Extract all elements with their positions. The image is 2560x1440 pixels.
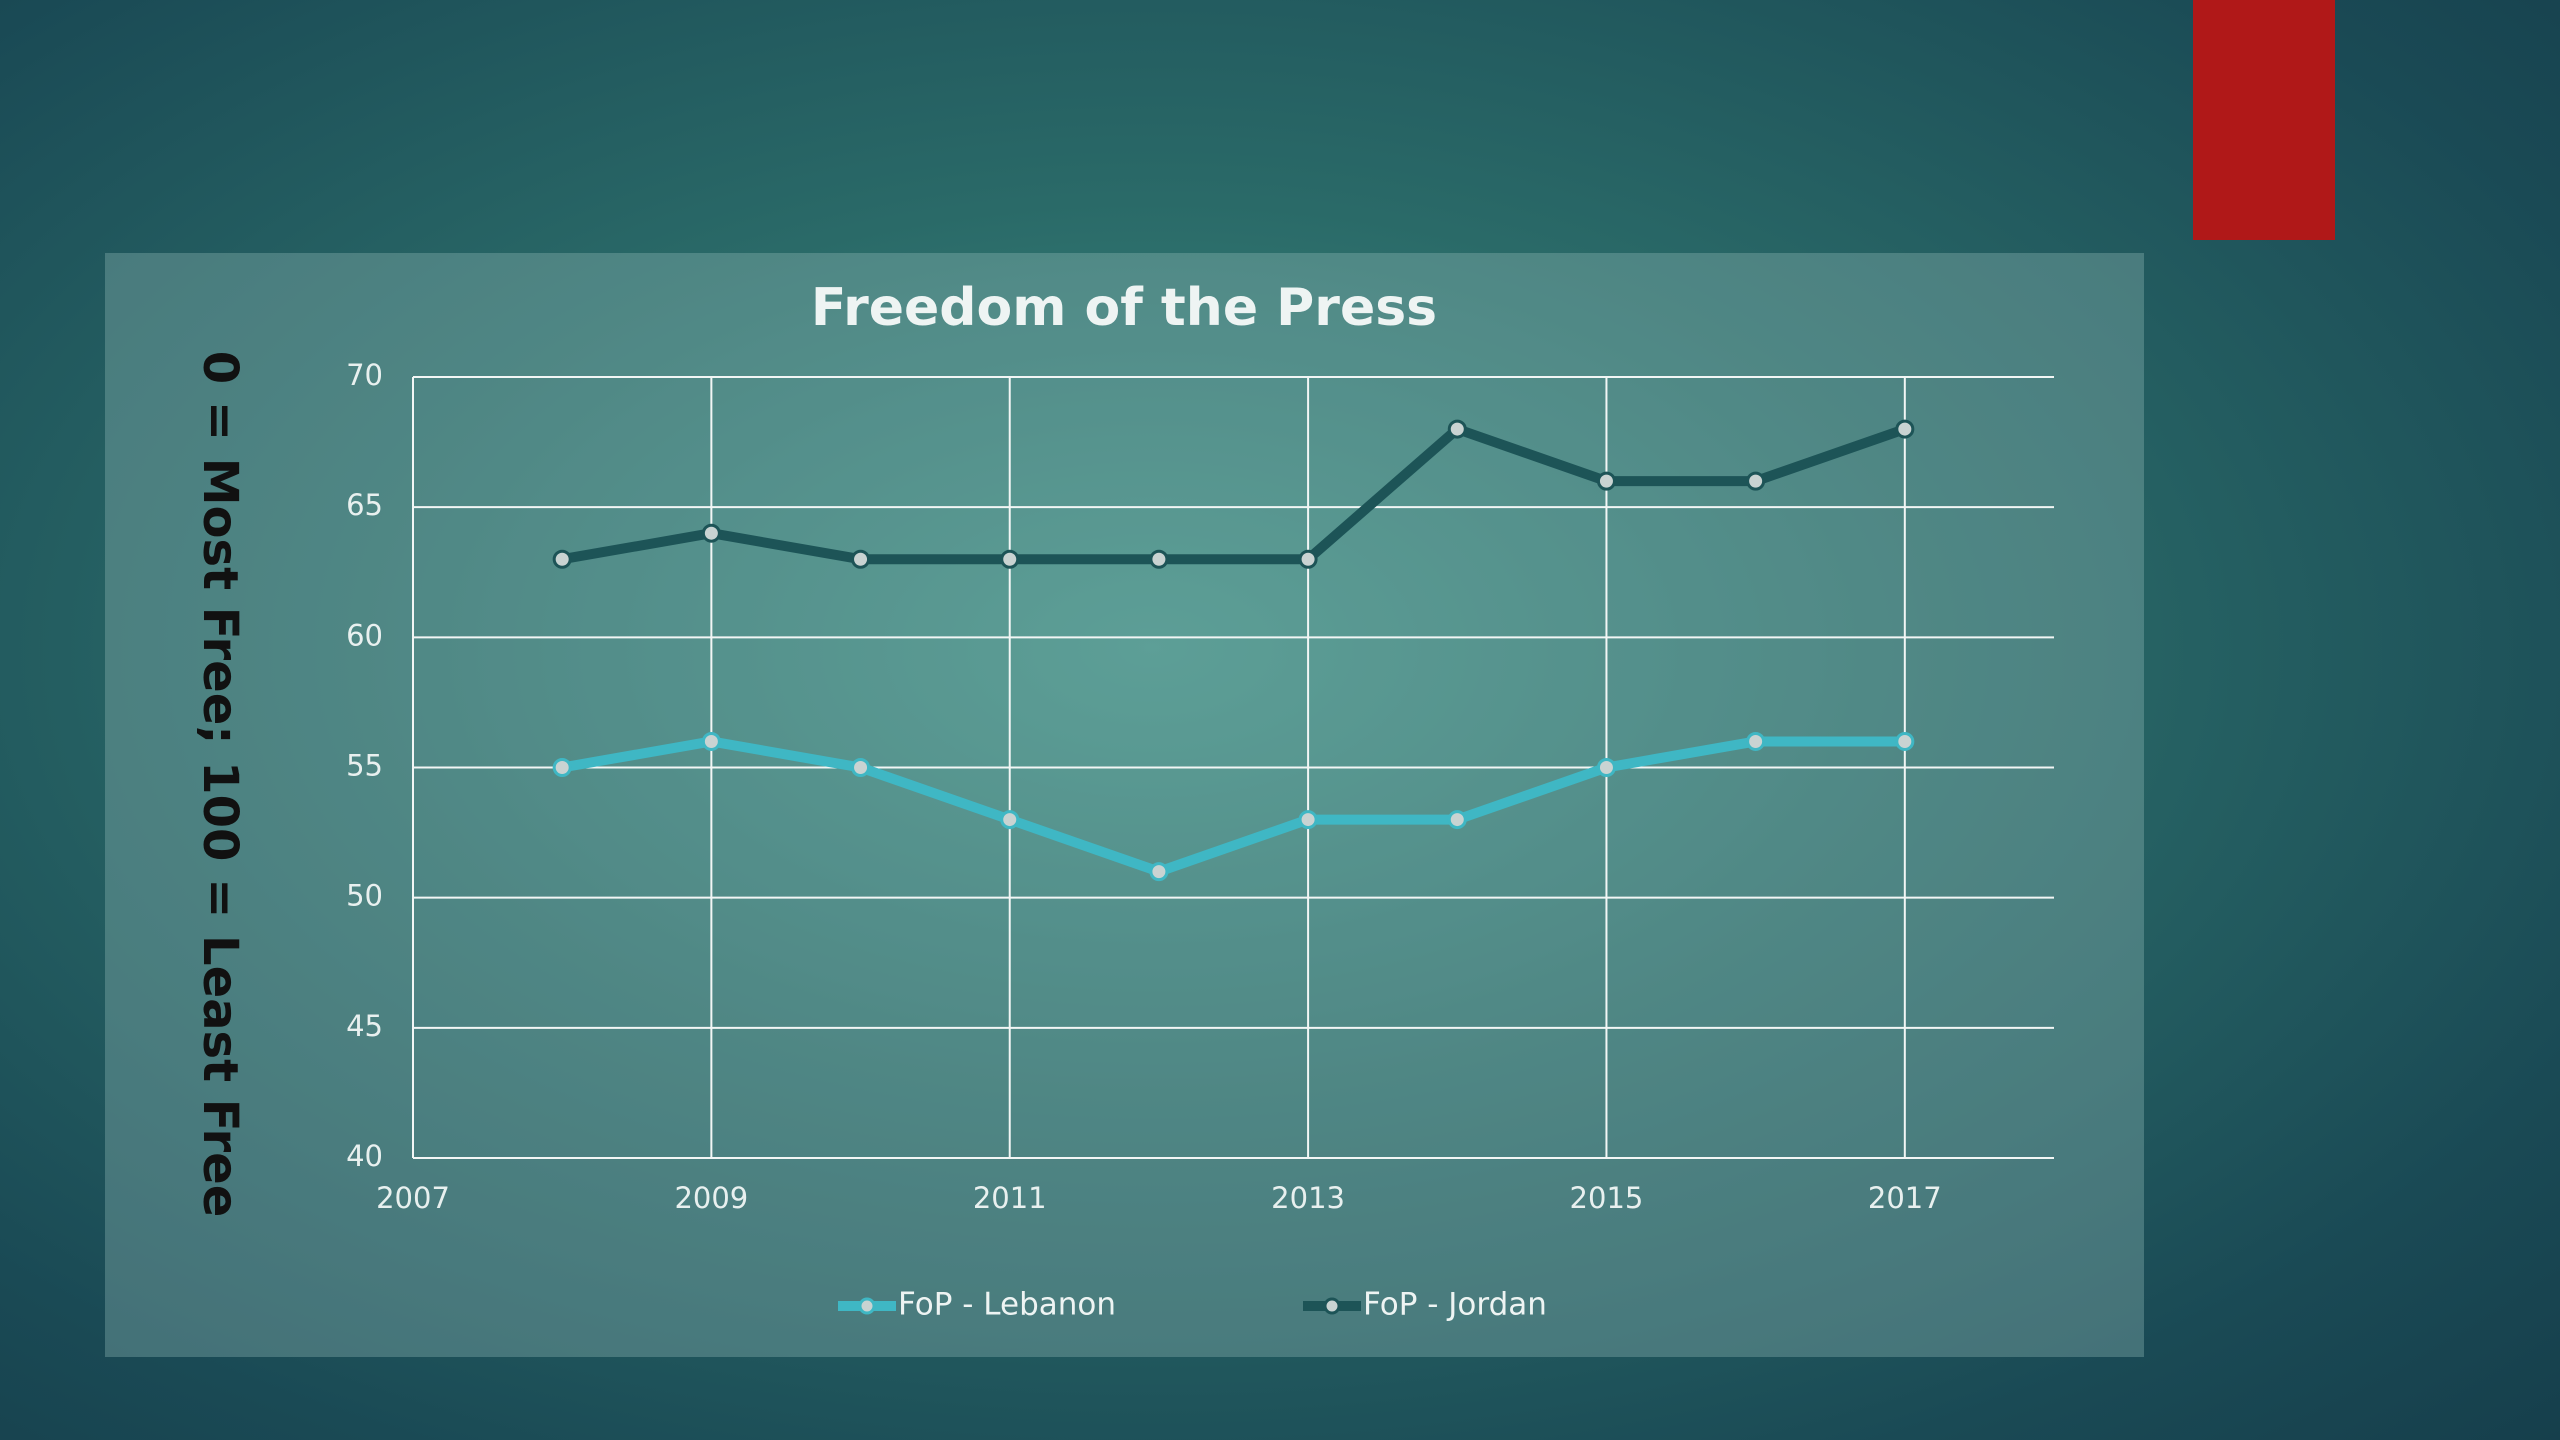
series-line <box>561 424 1907 565</box>
legend-label: FoP - Lebanon <box>898 1287 1116 1323</box>
series-line <box>561 736 1905 877</box>
y-tick-label: 65 <box>346 488 383 522</box>
data-point <box>1746 731 1766 751</box>
x-tick-label: 2007 <box>376 1181 450 1215</box>
x-tick-label: 2017 <box>1868 1181 1942 1215</box>
y-axis-label: 0 = Most Free; 100 = Least Free <box>192 351 248 1218</box>
data-point <box>1298 549 1318 569</box>
legend-label: FoP - Jordan <box>1363 1287 1547 1323</box>
x-tick-label: 2011 <box>973 1181 1047 1215</box>
x-tick-label: 2013 <box>1271 1181 1345 1215</box>
y-tick-label: 55 <box>346 749 383 783</box>
data-point <box>851 549 871 569</box>
chart-title: Freedom of the Press <box>811 278 1437 338</box>
data-point <box>1149 549 1169 569</box>
x-tick-label: 2015 <box>1570 1181 1644 1215</box>
accent-block <box>2193 0 2335 240</box>
y-tick-label: 70 <box>346 358 383 392</box>
data-point <box>1149 862 1169 882</box>
data-point <box>1000 549 1020 569</box>
y-tick-label: 60 <box>346 618 383 652</box>
data-point <box>1447 810 1467 830</box>
data-point <box>701 523 721 543</box>
data-point <box>851 758 871 777</box>
y-tick-label: 40 <box>346 1139 383 1173</box>
y-tick-label: 50 <box>346 879 383 913</box>
chart-panel <box>105 253 2144 1357</box>
data-point <box>1447 419 1467 439</box>
data-point <box>552 758 572 777</box>
data-point <box>1895 731 1915 751</box>
data-point <box>552 549 572 569</box>
data-point <box>1000 810 1020 830</box>
data-point <box>1895 419 1915 439</box>
data-point <box>1596 471 1616 491</box>
data-point <box>1596 758 1616 777</box>
y-tick-label: 45 <box>346 1009 383 1043</box>
data-point <box>1298 810 1318 830</box>
legend-marker <box>858 1297 876 1315</box>
data-point <box>701 731 721 751</box>
x-tick-label: 2009 <box>674 1181 748 1215</box>
data-point <box>1746 471 1766 491</box>
legend-marker <box>1323 1297 1341 1315</box>
